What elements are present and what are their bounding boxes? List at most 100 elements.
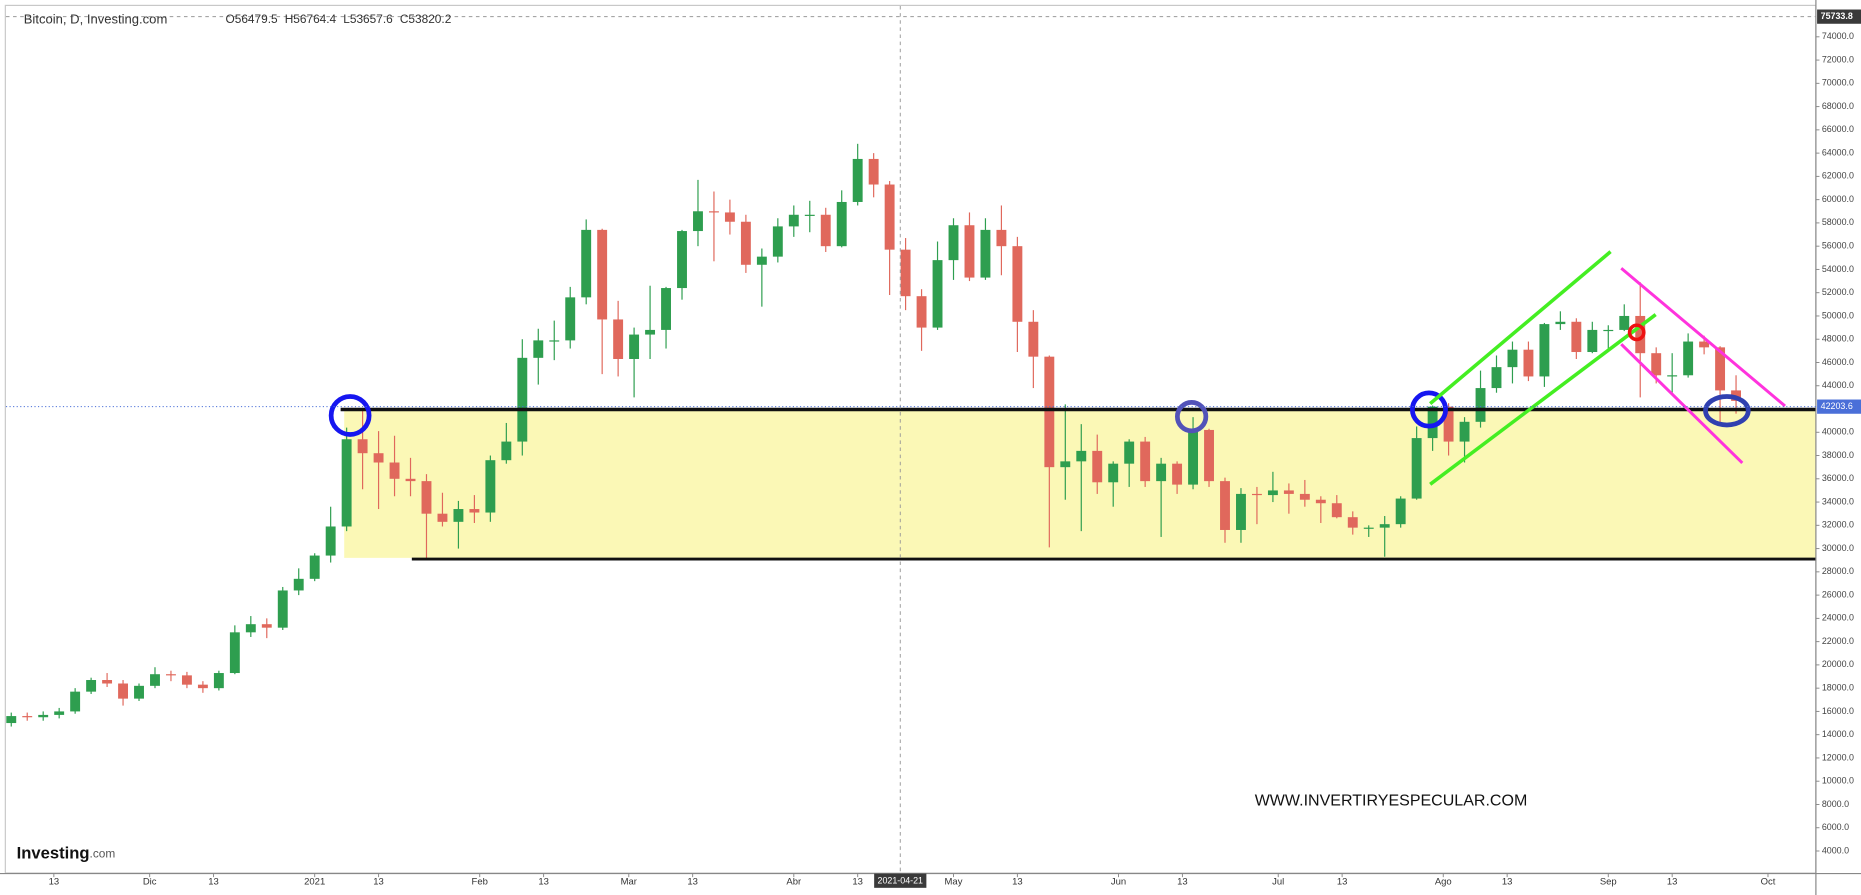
y-tick-label: 68000.0	[1822, 101, 1854, 111]
y-tick-label: 12000.0	[1822, 752, 1854, 762]
candle-body	[134, 685, 144, 699]
candle-body	[1331, 503, 1342, 518]
candle-body	[1236, 493, 1246, 530]
candle-body	[245, 624, 256, 633]
x-tick-label: 13	[1502, 876, 1513, 887]
candle-body	[1491, 367, 1502, 389]
y-tick-label: 6000.0	[1822, 822, 1849, 832]
y-tick-label: 36000.0	[1822, 473, 1854, 483]
ohlc-value: O56479.5	[226, 12, 278, 26]
y-tick-label: 60000.0	[1822, 194, 1854, 204]
y-tick-label: 20000.0	[1822, 659, 1854, 669]
candle-body	[1060, 461, 1071, 468]
circle-marker	[1703, 394, 1751, 428]
candle-body	[788, 214, 799, 227]
x-tick-label: Dic	[143, 876, 157, 887]
candle-body	[453, 509, 464, 522]
candle-body	[597, 229, 608, 320]
candle-body	[38, 714, 49, 718]
candle-body	[405, 478, 416, 482]
channel-line	[1620, 343, 1744, 464]
last-price-box	[1817, 399, 1861, 414]
candle-body	[1076, 450, 1087, 462]
candle-body	[102, 680, 113, 684]
x-tick-label: Feb	[472, 876, 488, 887]
candle-body	[1395, 498, 1406, 525]
x-tick-label: 13	[538, 876, 549, 887]
candle-body	[118, 683, 129, 699]
circle-marker	[1174, 400, 1209, 434]
candle-body	[1283, 490, 1294, 494]
crosshair-price-box	[1817, 9, 1861, 24]
y-tick-label: 66000.0	[1822, 124, 1854, 134]
y-tick-label: 52000.0	[1822, 287, 1854, 297]
candle-body	[724, 212, 735, 222]
logo-word: Investing	[17, 844, 90, 863]
ohlc-value: L53657.6	[343, 12, 393, 26]
x-tick-label: 13	[1667, 876, 1678, 887]
candle-body	[1667, 375, 1678, 377]
candle-body	[1028, 321, 1039, 357]
candles	[6, 143, 1741, 727]
candle-body	[1204, 429, 1214, 482]
x-tick-label: 13	[1177, 876, 1188, 887]
support-zone	[344, 410, 1816, 558]
candle-body	[868, 158, 879, 185]
candle-body	[1108, 463, 1119, 483]
candle-body	[197, 684, 208, 689]
candle-body	[804, 214, 815, 216]
candle-body	[1443, 406, 1454, 442]
y-tick-label: 64000.0	[1822, 147, 1854, 157]
y-tick-label: 54000.0	[1822, 264, 1854, 274]
candle-body	[341, 439, 352, 527]
candle-body	[86, 680, 97, 692]
candle-body	[70, 691, 81, 712]
candle-body	[1523, 349, 1534, 377]
y-tick-label: 10000.0	[1822, 776, 1854, 786]
candle-body	[1651, 353, 1662, 376]
candle-body	[820, 214, 831, 247]
candle-body	[996, 229, 1007, 247]
candle-body	[229, 632, 240, 674]
candle-body	[932, 260, 943, 328]
candle-body	[565, 297, 576, 341]
candle-body	[549, 340, 560, 342]
axes: 4000.0 6000.0 8000.0 10000.0 12000.0 14000.0 1…	[5, 5, 1861, 888]
y-tick-label: 24000.0	[1822, 613, 1854, 623]
y-tick-label: 74000.0	[1822, 31, 1854, 41]
y-tick-label: 56000.0	[1822, 241, 1854, 251]
x-tick-label: 13	[687, 876, 698, 887]
y-tick-label: 22000.0	[1822, 636, 1854, 646]
crosshair-date-label: 2021-04-21	[878, 876, 924, 886]
drawings	[344, 410, 1816, 558]
candle-body	[581, 229, 592, 298]
channel-line	[1429, 313, 1657, 486]
x-tick-label: 13	[373, 876, 384, 887]
candle-body	[517, 357, 528, 442]
candle-body	[613, 319, 624, 359]
y-tick-label: 18000.0	[1822, 683, 1854, 693]
candle-body	[1251, 493, 1262, 496]
channel-line	[1429, 250, 1612, 405]
ohlc-value: C53820.2	[400, 12, 451, 26]
candle-body	[1411, 438, 1422, 499]
candle-body	[1635, 315, 1646, 354]
x-tick-label: 13	[208, 876, 219, 887]
x-tick-label: Abr	[786, 876, 801, 887]
candle-body	[1347, 517, 1358, 528]
candle-body	[469, 509, 480, 513]
candle-body	[1363, 527, 1374, 529]
candle-body	[166, 674, 176, 676]
y-tick-label: 26000.0	[1822, 589, 1854, 599]
candle-body	[437, 513, 448, 522]
y-tick-label: 28000.0	[1822, 566, 1854, 576]
candle-body	[501, 441, 512, 461]
candle-body	[22, 716, 33, 718]
y-tick-label: 58000.0	[1822, 217, 1854, 227]
candle-body	[389, 462, 400, 479]
candle-body	[1124, 441, 1135, 464]
x-tick-label: Oct	[1761, 876, 1776, 887]
candle-body	[6, 716, 17, 724]
candle-body	[1699, 341, 1710, 348]
candle-body	[1299, 493, 1310, 500]
